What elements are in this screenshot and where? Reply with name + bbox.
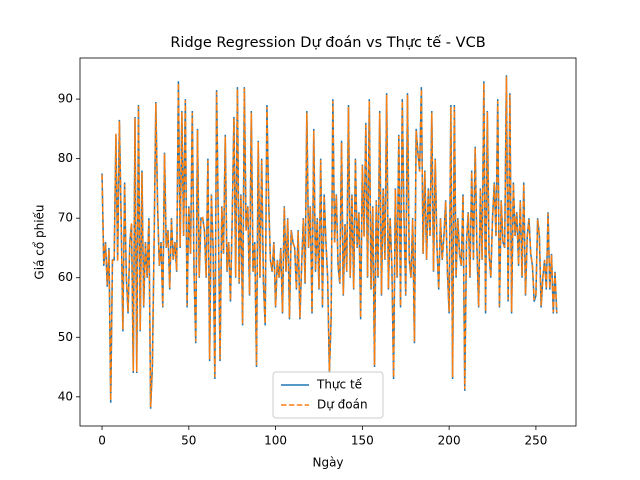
x-axis-label: Ngày (312, 456, 343, 470)
y-tick-label: 50 (58, 330, 73, 344)
x-tick-label: 150 (351, 434, 374, 448)
x-tick-label: 100 (264, 434, 287, 448)
legend-label: Dự đoán (317, 398, 368, 412)
x-tick-label: 200 (438, 434, 461, 448)
x-tick-label: 250 (524, 434, 547, 448)
y-tick-label: 40 (58, 389, 73, 403)
chart-title: Ridge Regression Dự đoán vs Thực tế - VC… (170, 34, 485, 51)
x-tick-label: 0 (98, 434, 106, 448)
series-line (101, 76, 558, 407)
y-tick-label: 90 (58, 92, 73, 106)
y-tick-label: 80 (58, 151, 73, 165)
legend-box (272, 371, 384, 419)
legend-label: Thực tế (316, 378, 363, 392)
plot-frame (79, 57, 577, 427)
y-tick-label: 70 (58, 211, 73, 225)
y-tick-label: 60 (58, 270, 73, 284)
x-tick-label: 50 (181, 434, 196, 448)
y-axis-label: Giá cổ phiếu (33, 204, 47, 279)
